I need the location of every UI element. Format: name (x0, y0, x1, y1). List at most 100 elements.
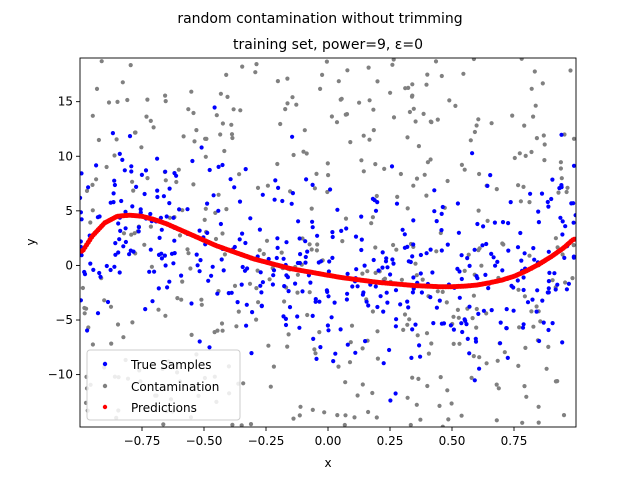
true-sample-point (136, 225, 141, 230)
true-sample-point (459, 276, 464, 282)
true-sample-point (500, 220, 506, 225)
true-sample-point (388, 398, 393, 403)
true-sample-point (174, 173, 179, 178)
x-tick-label: 0.75 (501, 434, 528, 448)
contamination-point (282, 299, 287, 304)
true-sample-point (432, 209, 437, 214)
contamination-point (371, 128, 376, 133)
true-sample-point (332, 300, 337, 305)
true-sample-point (521, 275, 526, 280)
true-sample-point (112, 182, 117, 188)
contamination-point (128, 63, 133, 68)
true-sample-point (381, 361, 386, 366)
true-sample-point (393, 324, 398, 329)
true-sample-point (560, 219, 565, 224)
contamination-point (339, 96, 344, 101)
contamination-point (484, 361, 489, 366)
contamination-point (375, 356, 380, 361)
contamination-point (340, 239, 345, 244)
contamination-point (236, 309, 241, 314)
true-sample-point (489, 251, 494, 256)
contamination-point (438, 375, 443, 380)
contamination-point (283, 107, 288, 112)
true-sample-point (456, 230, 461, 235)
true-sample-point (216, 164, 221, 169)
true-sample-point (394, 317, 399, 322)
contamination-point (542, 158, 547, 163)
true-sample-point (308, 280, 313, 285)
contamination-point (84, 188, 90, 193)
contamination-point (563, 280, 568, 285)
true-sample-point (536, 209, 541, 214)
true-sample-point (314, 356, 319, 361)
true-sample-point (439, 211, 444, 216)
contamination-point (336, 79, 341, 84)
contamination-point (248, 422, 254, 427)
true-sample-point (97, 270, 102, 276)
contamination-point (121, 231, 127, 236)
contamination-point (345, 68, 350, 73)
contamination-point (406, 85, 411, 90)
contamination-point (489, 121, 494, 126)
true-sample-point (171, 215, 176, 220)
contamination-point (553, 236, 559, 241)
contamination-point (555, 245, 560, 250)
true-sample-point (545, 290, 550, 295)
true-sample-point (492, 220, 497, 225)
contamination-point (558, 166, 564, 171)
contamination-point (544, 366, 549, 371)
true-sample-point (546, 204, 551, 209)
contamination-point (231, 107, 236, 112)
contamination-point (375, 79, 380, 84)
contamination-point (163, 178, 168, 183)
contamination-point (257, 248, 262, 253)
true-sample-point (315, 233, 320, 238)
contamination-point (213, 210, 218, 215)
contamination-point (106, 100, 112, 105)
contamination-point (295, 290, 300, 295)
true-sample-point (445, 242, 450, 247)
contamination-point (523, 345, 528, 350)
true-sample-point (118, 228, 123, 233)
true-sample-point (552, 271, 557, 276)
true-sample-point (272, 197, 277, 202)
true-sample-point (111, 191, 116, 196)
true-sample-point (406, 305, 411, 310)
contamination-point (279, 250, 284, 255)
contamination-point (459, 162, 464, 167)
true-sample-point (142, 191, 147, 197)
true-sample-point (313, 299, 318, 304)
contamination-point (290, 95, 295, 100)
contamination-point (255, 268, 260, 273)
true-sample-point (136, 229, 141, 234)
true-sample-point (393, 391, 398, 396)
contamination-point (361, 169, 366, 174)
true-sample-point (226, 291, 231, 296)
contamination-point (462, 167, 467, 172)
true-sample-point (439, 228, 444, 233)
contamination-point (309, 206, 314, 211)
contamination-point (522, 123, 527, 128)
true-sample-point (305, 249, 310, 254)
true-sample-point (518, 230, 523, 236)
true-sample-point (394, 201, 400, 206)
contamination-point (476, 208, 481, 213)
x-axis-label: x (324, 456, 331, 470)
true-sample-point (380, 265, 385, 270)
true-sample-point (559, 132, 564, 137)
contamination-point (115, 99, 120, 104)
true-sample-point (504, 307, 509, 312)
contamination-point (202, 217, 207, 222)
contamination-point (391, 115, 397, 120)
true-sample-point (80, 210, 83, 215)
true-sample-point (424, 251, 429, 256)
true-sample-point (380, 250, 385, 255)
contamination-point (294, 102, 299, 107)
contamination-point (371, 107, 376, 112)
contamination-point (114, 137, 119, 142)
contamination-point (317, 330, 322, 335)
true-sample-point (405, 244, 410, 249)
contamination-point (457, 341, 462, 346)
contamination-point (477, 246, 482, 251)
contamination-point (395, 194, 400, 199)
